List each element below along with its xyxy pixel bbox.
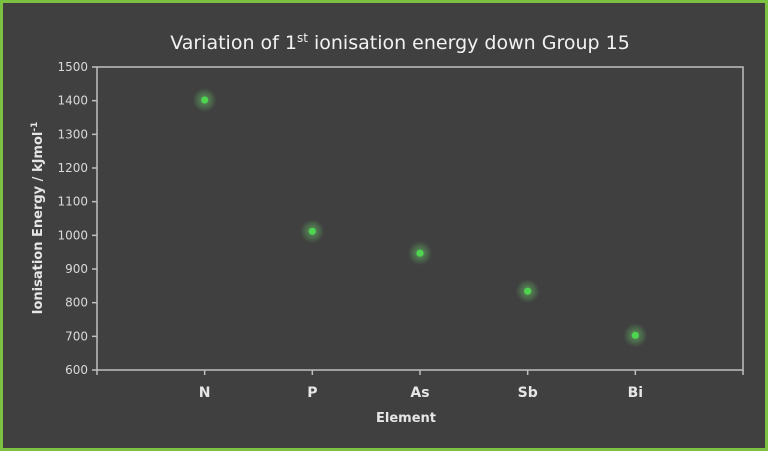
y-tick-label: 1300 <box>57 127 88 141</box>
y-tick-label: 700 <box>65 329 88 343</box>
y-axis-label: Ionisation Energy / kJmol-1 <box>30 122 46 315</box>
data-point <box>300 219 325 244</box>
x-axis: N P As Sb Bi <box>96 370 744 401</box>
y-tick-label: 900 <box>65 262 88 276</box>
data-point <box>408 241 432 266</box>
x-tick-label: Bi <box>628 385 643 401</box>
x-tick-label: Sb <box>518 385 538 401</box>
x-tick-label: N <box>199 385 211 401</box>
y-axis: 600 700 800 900 1000 1100 1200 1300 1400 1500 <box>57 60 97 377</box>
data-point <box>515 279 540 304</box>
y-tick-label: 600 <box>65 363 88 377</box>
y-tick-label: 1500 <box>57 60 88 74</box>
x-tick-label: As <box>410 385 429 401</box>
y-tick-label: 1100 <box>57 195 88 209</box>
y-tick-label: 1000 <box>57 228 88 242</box>
chart-title: Variation of 1st ionisation energy down … <box>170 31 630 54</box>
data-point <box>623 323 648 348</box>
y-tick-label: 1400 <box>57 94 88 108</box>
y-tick-label: 1200 <box>57 161 88 175</box>
plot-area <box>96 66 744 371</box>
x-axis-label: Element <box>376 411 436 426</box>
x-tick-label: P <box>307 385 317 401</box>
y-tick-label: 800 <box>65 296 88 310</box>
data-point <box>192 87 217 112</box>
data-points <box>192 87 648 348</box>
